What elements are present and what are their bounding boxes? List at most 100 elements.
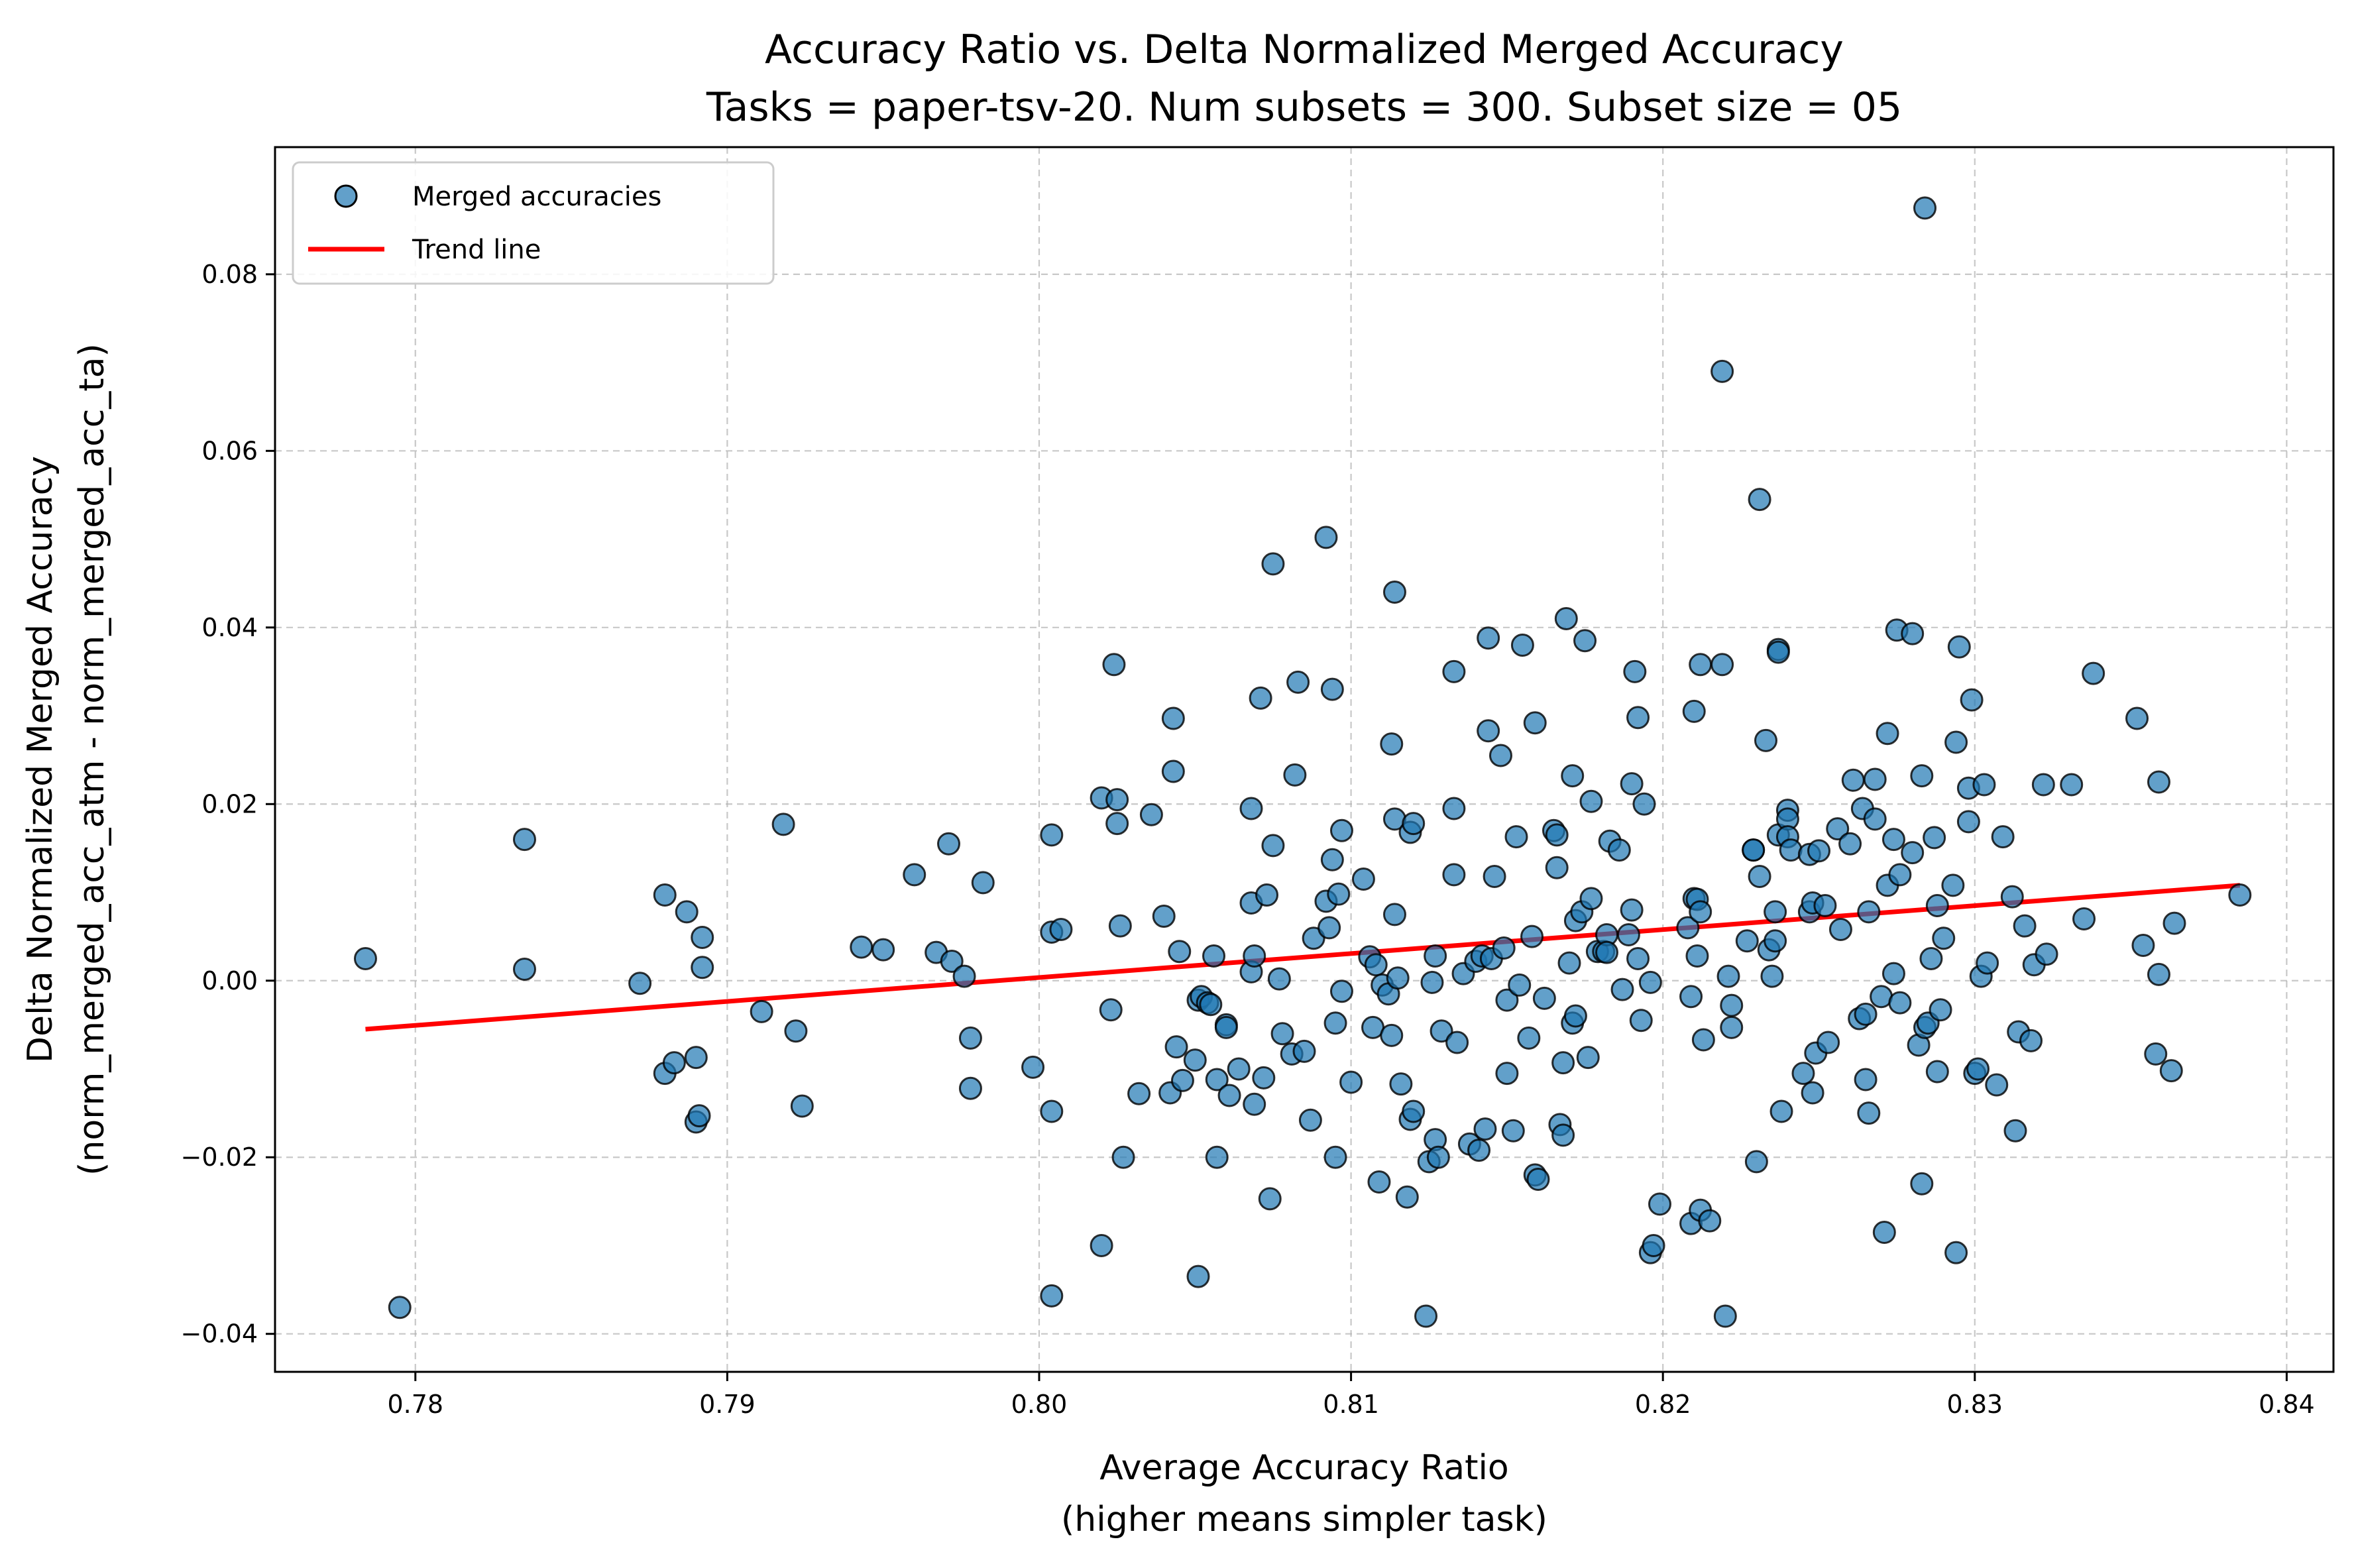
data-point [1901, 841, 1925, 865]
data-point [1267, 967, 1291, 991]
data-point [1888, 991, 1912, 1015]
data-point [1607, 838, 1631, 862]
data-point [1554, 606, 1578, 630]
data-point [2125, 706, 2149, 730]
data-point [388, 1296, 412, 1319]
data-point [871, 938, 895, 962]
data-point [1323, 1011, 1347, 1035]
data-point [1910, 764, 1934, 788]
data-point [1551, 1123, 1575, 1147]
data-point [1139, 803, 1163, 826]
x-axis-title: Average Accuracy Ratio [1099, 1448, 1509, 1488]
data-point [1414, 1304, 1438, 1328]
data-point [1791, 1062, 1815, 1086]
data-point [771, 812, 795, 836]
data-point [1292, 1039, 1316, 1063]
data-point [1420, 970, 1444, 994]
data-point [1270, 1022, 1294, 1046]
data-point [1991, 825, 2015, 849]
data-point [1255, 883, 1279, 907]
data-point [1127, 1082, 1151, 1105]
data-point [1217, 1084, 1241, 1107]
data-point [1764, 900, 1787, 924]
data-point [1380, 1023, 1404, 1047]
data-point [1186, 1264, 1210, 1288]
data-point [1857, 1101, 1881, 1125]
data-point [1040, 1099, 1064, 1123]
data-point [790, 1094, 814, 1118]
data-point [1105, 788, 1129, 812]
data-point [1517, 1026, 1541, 1050]
y-axis-ticks: −0.04 −0.02 0.00 0.02 0.04 0.06 0.08 [181, 260, 275, 1349]
data-point [1764, 929, 1787, 953]
data-point [1367, 1170, 1391, 1194]
data-point [1623, 659, 1647, 683]
data-point [1610, 978, 1634, 1001]
data-point [1526, 1168, 1550, 1192]
data-point [1477, 626, 1500, 650]
data-point [1648, 1192, 1671, 1216]
data-point [1944, 1241, 1968, 1264]
data-point [2031, 773, 2055, 797]
data-point [1828, 917, 1852, 941]
data-point [952, 964, 976, 988]
data-point [1716, 964, 1740, 988]
data-point [684, 1046, 708, 1070]
points-layer [353, 196, 2252, 1328]
data-point [1243, 1092, 1266, 1116]
data-point [750, 999, 773, 1023]
data-point [1813, 894, 1837, 918]
data-point [1386, 966, 1410, 990]
data-point [691, 956, 714, 980]
data-point [653, 883, 677, 907]
data-point [1395, 1185, 1419, 1209]
data-point [1170, 1068, 1194, 1092]
data-point [1854, 1068, 1878, 1092]
data-point [1956, 810, 1980, 834]
data-point [1380, 732, 1404, 756]
legend-box [292, 161, 775, 285]
data-point [1881, 962, 1905, 985]
y-tick-label: 0.04 [201, 613, 258, 642]
data-point [1473, 1117, 1497, 1141]
x-tick-label: 0.84 [2259, 1390, 2315, 1419]
data-point [1168, 940, 1192, 964]
data-point [1925, 894, 1949, 918]
data-point [1040, 1284, 1064, 1308]
data-point [971, 871, 995, 895]
data-point [1841, 768, 1865, 792]
data-point [2159, 1059, 2183, 1083]
data-point [1947, 635, 1971, 659]
data-point [1402, 812, 1426, 836]
y-tick-label: 0.00 [201, 966, 258, 995]
y-tick-label: −0.02 [181, 1143, 258, 1172]
data-point [1713, 1304, 1737, 1328]
legend-label-merged-accuracies: Merged accuracies [412, 182, 661, 212]
data-point [1976, 951, 1999, 975]
data-point [1382, 903, 1406, 926]
data-point [1329, 980, 1353, 1003]
data-point [1508, 973, 1532, 997]
data-point [2147, 770, 2170, 794]
data-point [1689, 653, 1712, 677]
data-point [1766, 640, 1790, 664]
data-point [1327, 882, 1351, 906]
data-point [1249, 686, 1272, 710]
data-point [1445, 1031, 1469, 1054]
data-point [1676, 916, 1700, 940]
data-point [1881, 828, 1905, 852]
data-point [2082, 661, 2105, 685]
data-point [1711, 359, 1734, 383]
y-tick-label: 0.08 [201, 260, 258, 289]
chart-title: Accuracy Ratio vs. Delta Normalized Merg… [765, 27, 1844, 73]
data-point [1102, 653, 1126, 677]
data-point [1108, 914, 1132, 938]
data-point [1545, 823, 1569, 847]
data-point [1925, 1060, 1949, 1084]
data-point [1227, 1057, 1251, 1081]
data-point [1183, 1048, 1207, 1072]
data-point [662, 1051, 686, 1075]
data-point [1919, 946, 1943, 970]
x-tick-label: 0.79 [699, 1390, 756, 1419]
